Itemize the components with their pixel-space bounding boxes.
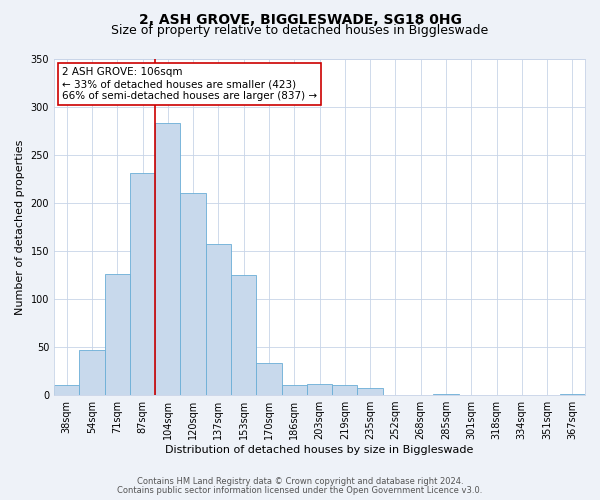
Bar — [54, 386, 79, 395]
Y-axis label: Number of detached properties: Number of detached properties — [15, 140, 25, 314]
Bar — [79, 350, 104, 395]
Text: Contains HM Land Registry data © Crown copyright and database right 2024.: Contains HM Land Registry data © Crown c… — [137, 477, 463, 486]
Bar — [206, 244, 231, 395]
X-axis label: Distribution of detached houses by size in Biggleswade: Distribution of detached houses by size … — [166, 445, 474, 455]
Bar — [560, 394, 585, 395]
Text: Size of property relative to detached houses in Biggleswade: Size of property relative to detached ho… — [112, 24, 488, 37]
Bar — [307, 384, 332, 395]
Bar — [358, 388, 383, 395]
Text: Contains public sector information licensed under the Open Government Licence v3: Contains public sector information licen… — [118, 486, 482, 495]
Bar — [130, 174, 155, 395]
Bar — [104, 274, 130, 395]
Bar — [332, 386, 358, 395]
Bar — [181, 194, 206, 395]
Text: 2, ASH GROVE, BIGGLESWADE, SG18 0HG: 2, ASH GROVE, BIGGLESWADE, SG18 0HG — [139, 13, 461, 27]
Bar — [256, 364, 281, 395]
Bar — [231, 275, 256, 395]
Text: 2 ASH GROVE: 106sqm
← 33% of detached houses are smaller (423)
66% of semi-detac: 2 ASH GROVE: 106sqm ← 33% of detached ho… — [62, 68, 317, 100]
Bar — [281, 384, 307, 395]
Bar — [433, 394, 458, 395]
Bar — [155, 124, 181, 395]
